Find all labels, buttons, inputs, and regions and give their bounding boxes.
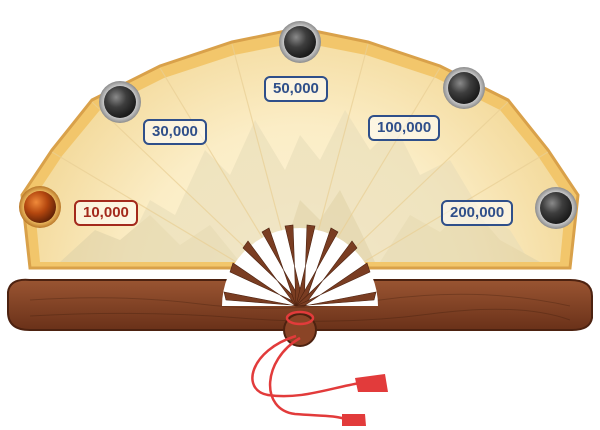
wood-grain — [29, 293, 571, 322]
milestone-label-50000[interactable]: 50,000 — [264, 76, 328, 102]
milestone-orb-200000 — [535, 187, 577, 229]
tassel-ends — [342, 374, 388, 426]
tassel — [251, 334, 361, 422]
milestone-orb-100000 — [443, 67, 485, 109]
milestone-label-30000[interactable]: 30,000 — [143, 119, 207, 145]
milestone-orb-10000 — [19, 186, 61, 228]
milestone-label-100000[interactable]: 100,000 — [368, 115, 441, 141]
milestone-label-200000[interactable]: 200,000 — [441, 200, 514, 226]
milestone-orb-50000 — [279, 21, 321, 63]
milestone-label-10000[interactable]: 10,000 — [74, 200, 138, 226]
milestone-orb-30000 — [99, 81, 141, 123]
fan-hub-spokes — [223, 224, 377, 307]
fan-pivot — [283, 313, 317, 347]
